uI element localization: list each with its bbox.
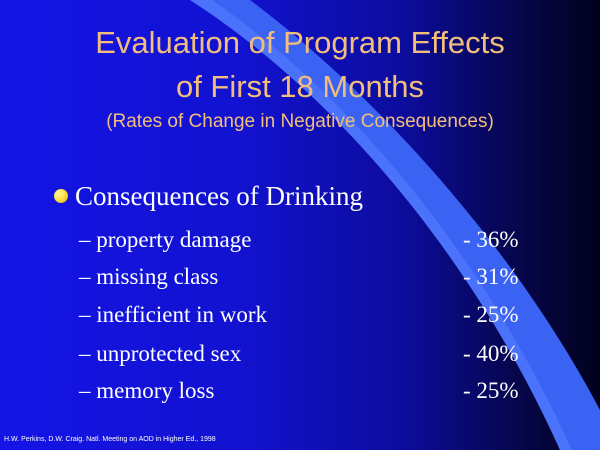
list-item-label: – inefficient in work bbox=[79, 302, 267, 327]
list-item-label: – unprotected sex bbox=[79, 341, 242, 366]
bullet-dot-icon bbox=[54, 189, 68, 203]
list-item-label: – memory loss bbox=[79, 378, 215, 403]
list-item-value: - 40% bbox=[463, 341, 519, 366]
swoosh-band bbox=[190, 0, 600, 450]
list-item-label: – property damage bbox=[79, 227, 252, 252]
list-item-value: - 31% bbox=[463, 264, 519, 289]
slide-title-line-1: Evaluation of Program Effects bbox=[95, 25, 505, 60]
citation-footnote: H.W. Perkins, D.W. Craig. Natl. Meeting … bbox=[4, 436, 216, 443]
list-item-value: - 25% bbox=[463, 302, 519, 327]
bullet-heading: Consequences of Drinking bbox=[75, 181, 363, 211]
list-item-value: - 25% bbox=[463, 378, 519, 403]
list-item-value: - 36% bbox=[463, 227, 519, 252]
list-item-label: – missing class bbox=[79, 264, 219, 289]
slide-subtitle: (Rates of Change in Negative Consequence… bbox=[106, 111, 494, 132]
slide-title-line-2: of First 18 Months bbox=[175, 69, 425, 104]
